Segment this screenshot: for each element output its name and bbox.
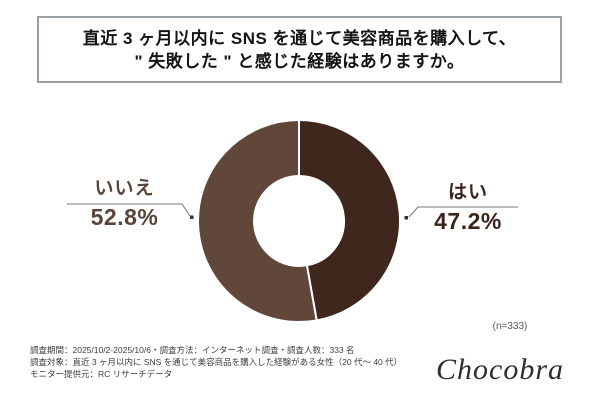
survey-footnotes: 調査期間：2025/10/2-2025/10/6・調査方法：インターネット調査・…	[30, 344, 430, 380]
leader-dot-no	[190, 215, 194, 219]
footnote-line1: 調査期間：2025/10/2-2025/10/6・調査方法：インターネット調査・…	[30, 345, 355, 355]
leader-line-no	[67, 203, 191, 217]
callout-yes-value: 47.2%	[434, 208, 502, 234]
footnote-line2: 調査対象：直近 3 ヶ月以内に SNS を通じて美容商品を購入した経験がある女性…	[30, 357, 403, 367]
callout-yes: はい 47.2%	[418, 182, 518, 234]
chocobra-logo: Chocobra	[436, 353, 564, 386]
donut-segment-yes	[298, 119, 401, 322]
donut-segments	[197, 119, 401, 323]
footnote-line3: モニター提供元：RC リサーチデータ	[30, 369, 173, 379]
question-title-line2: " 失敗した " と感じた経験はありますか。	[134, 51, 465, 71]
callout-no: いいえ 52.8%	[66, 178, 183, 230]
callout-no-label: いいえ	[94, 178, 155, 199]
callout-no-value: 52.8%	[90, 204, 159, 230]
question-title-box: 直近 3 ヶ月以内に SNS を通じて美容商品を購入して、 " 失敗した " と…	[37, 16, 562, 83]
question-title-line1: 直近 3 ヶ月以内に SNS を通じて美容商品を購入して、	[82, 28, 517, 48]
donut-segment-no	[197, 119, 318, 323]
sample-size-note: (n=333)	[492, 321, 528, 332]
leader-line-yes	[408, 206, 518, 218]
callout-yes-label: はい	[447, 182, 488, 203]
leader-dot-yes	[404, 216, 408, 220]
